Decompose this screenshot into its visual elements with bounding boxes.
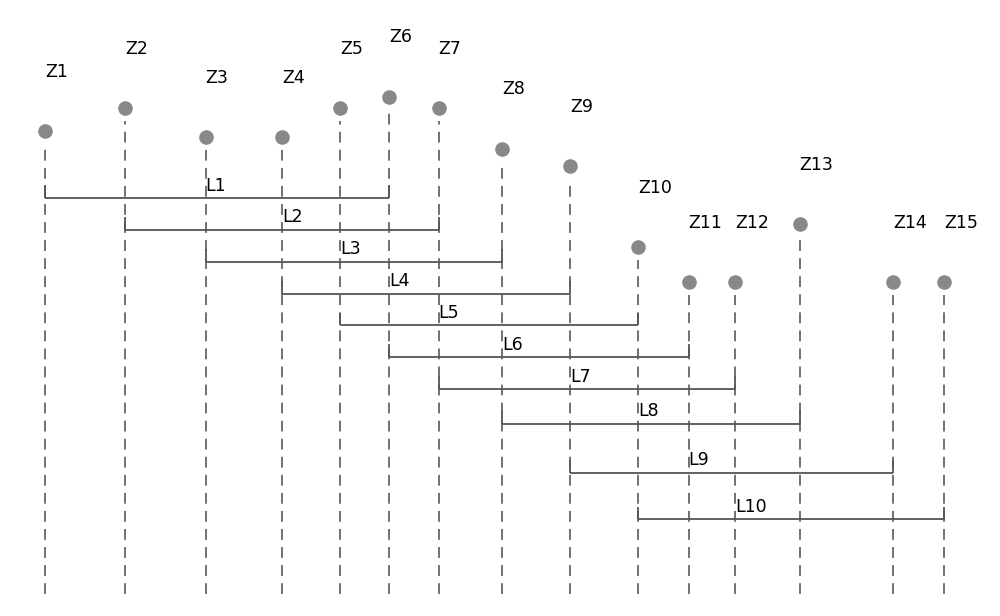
Text: Z12: Z12	[735, 214, 769, 232]
Text: Z3: Z3	[206, 69, 229, 87]
Text: Z7: Z7	[439, 40, 461, 58]
Text: L2: L2	[282, 208, 303, 227]
Point	[37, 126, 53, 136]
Text: L4: L4	[389, 272, 409, 290]
Point	[274, 132, 290, 142]
Point	[792, 219, 808, 229]
Text: Z5: Z5	[340, 40, 363, 58]
Text: Z1: Z1	[45, 63, 68, 81]
Point	[885, 277, 901, 287]
Text: Z14: Z14	[893, 214, 927, 232]
Text: Z9: Z9	[570, 98, 593, 116]
Point	[117, 103, 133, 113]
Point	[494, 144, 510, 154]
Text: Z2: Z2	[125, 40, 148, 58]
Text: Z11: Z11	[689, 214, 723, 232]
Point	[562, 161, 578, 171]
Text: L9: L9	[689, 452, 709, 469]
Text: L6: L6	[502, 336, 523, 354]
Text: Z10: Z10	[638, 179, 672, 197]
Text: L3: L3	[340, 240, 361, 258]
Text: Z4: Z4	[282, 69, 305, 87]
Text: L8: L8	[638, 402, 659, 420]
Text: L10: L10	[735, 498, 767, 516]
Text: L1: L1	[206, 177, 226, 195]
Point	[381, 92, 397, 102]
Point	[630, 242, 646, 252]
Point	[431, 103, 447, 113]
Point	[727, 277, 743, 287]
Text: Z6: Z6	[389, 28, 412, 46]
Point	[198, 132, 214, 142]
Text: L5: L5	[439, 304, 459, 322]
Text: Z13: Z13	[800, 156, 834, 174]
Point	[332, 103, 348, 113]
Point	[681, 277, 697, 287]
Point	[936, 277, 952, 287]
Text: Z8: Z8	[502, 81, 525, 99]
Text: L7: L7	[570, 368, 591, 386]
Text: Z15: Z15	[944, 214, 978, 232]
